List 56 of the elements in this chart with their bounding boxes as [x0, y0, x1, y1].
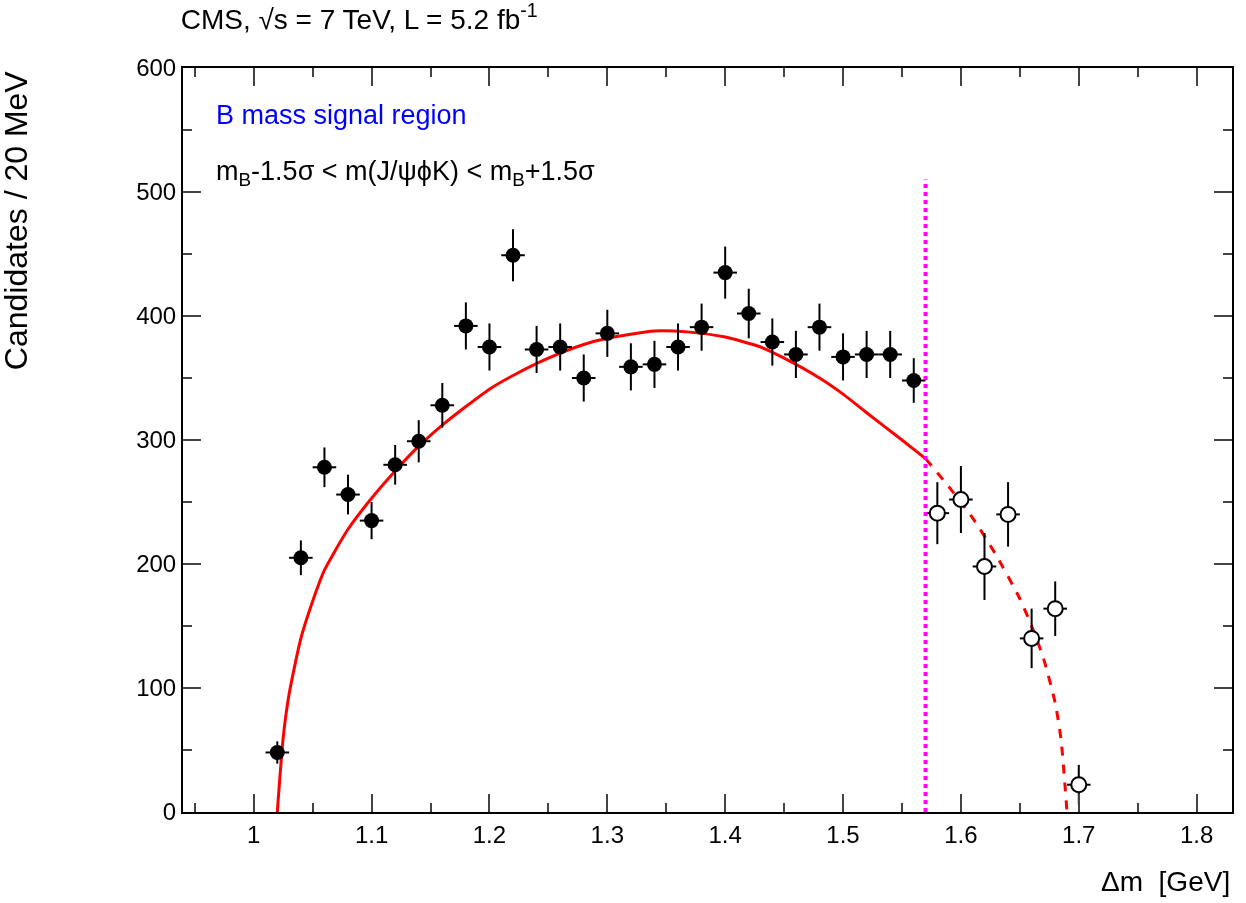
- point: [741, 306, 757, 322]
- point: [882, 346, 898, 362]
- annotation: B mass signal region: [216, 100, 467, 130]
- x-tick-label: 1.1: [354, 820, 389, 848]
- x-tick-label: 1.3: [590, 820, 624, 848]
- y-tick-label: 200: [136, 550, 177, 578]
- x-tick-label: 1.4: [708, 820, 742, 848]
- point: [340, 487, 356, 503]
- y-tick-label: 600: [136, 54, 177, 82]
- y-tick-label: 500: [136, 178, 177, 206]
- x-tick-label: 1: [247, 820, 261, 848]
- point: [316, 459, 332, 475]
- point: [434, 397, 450, 413]
- point: [599, 325, 615, 341]
- y-tick-label: 400: [136, 302, 177, 330]
- point: [952, 491, 970, 509]
- point: [529, 341, 545, 357]
- point: [928, 504, 946, 522]
- point: [717, 265, 733, 281]
- x-tick-label: 1.5: [826, 820, 860, 848]
- x-tick-label: 1.6: [944, 820, 978, 848]
- point: [788, 346, 804, 362]
- x-tick-label: 1.7: [1062, 820, 1096, 848]
- y-axis-title: Candidates / 20 MeV: [0, 70, 35, 371]
- point: [859, 346, 875, 362]
- point: [1023, 629, 1041, 647]
- point: [623, 359, 639, 375]
- point: [811, 319, 827, 335]
- point: [387, 457, 403, 473]
- point: [269, 744, 285, 760]
- point: [481, 339, 497, 355]
- x-tick-label: 1.8: [1179, 820, 1214, 848]
- point: [835, 349, 851, 365]
- x-axis-title: Δm [GeV]: [1101, 866, 1231, 897]
- point: [670, 339, 686, 355]
- annotation: m$_{B}$-1.5σ < m(J/ψϕK) < m$_{B}$+1.5σ: [216, 156, 596, 190]
- point: [552, 339, 568, 355]
- point: [1070, 776, 1088, 794]
- point: [999, 505, 1017, 523]
- point: [975, 557, 993, 575]
- point: [694, 319, 710, 335]
- point: [364, 513, 380, 529]
- point: [505, 247, 521, 263]
- point: [1046, 600, 1064, 618]
- chart-title: CMS, √s = 7 TeV, L = 5.2 fb$^{-1}$: [180, 0, 538, 35]
- point: [764, 334, 780, 350]
- x-tick-label: 1.2: [472, 820, 507, 848]
- y-tick-label: 100: [136, 674, 177, 702]
- point: [458, 318, 474, 334]
- y-tick-label: 0: [162, 798, 177, 826]
- point: [576, 370, 592, 386]
- point: [411, 433, 427, 449]
- point: [646, 356, 662, 372]
- point: [293, 550, 309, 566]
- point: [906, 372, 922, 388]
- y-tick-label: 300: [136, 426, 177, 454]
